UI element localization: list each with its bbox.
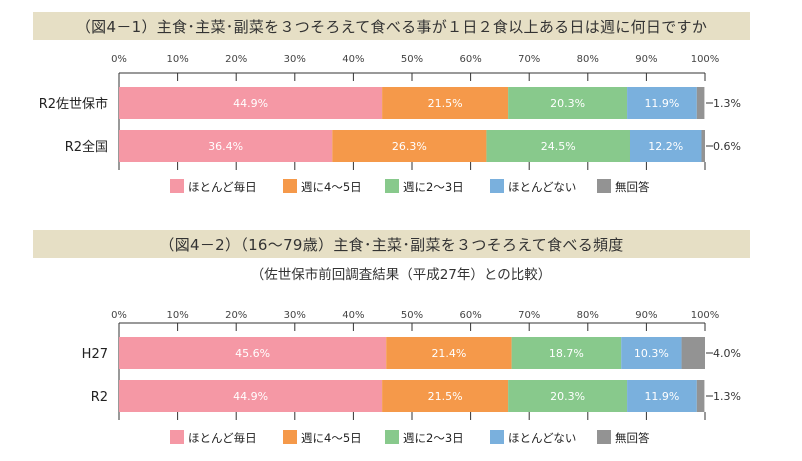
data-label: 45.6%: [235, 347, 270, 360]
bar-segment-3: [627, 380, 697, 412]
bar-segment-1: [382, 380, 509, 412]
bar-segment-4: [696, 87, 705, 119]
x-tick-label: 70%: [518, 54, 540, 65]
bar-segment-1: [386, 337, 512, 369]
bar-segment-4: [681, 337, 705, 369]
data-label: 20.3%: [550, 390, 585, 403]
data-label: 21.5%: [428, 97, 463, 110]
chart1-title-band: （図4－1）主食･主菜･副菜を３つそろえて食べる事が１日２食以上ある日は週に何日…: [33, 12, 750, 40]
x-tick-label: 10%: [166, 54, 188, 65]
bar-segment-4: [696, 380, 705, 412]
legend-label: ほとんど毎日: [188, 431, 257, 445]
chart2-title-band: （図4－2）（16～79歳）主食･主菜･副菜を３つそろえて食べる頻度: [33, 230, 750, 258]
chart1-title: （図4－1）主食･主菜･副菜を３つそろえて食べる事が１日２食以上ある日は週に何日…: [75, 18, 708, 36]
data-label: 1.3%: [713, 97, 741, 110]
legend-label: 無回答: [615, 180, 650, 194]
legend-swatch: [490, 179, 504, 193]
bar-segment-2: [511, 337, 622, 369]
x-tick-label: 100%: [691, 54, 720, 65]
x-tick-label: 50%: [401, 54, 423, 65]
x-tick-label: 80%: [577, 310, 599, 321]
legend-label: 週に4～5日: [301, 180, 362, 194]
legend-swatch: [170, 179, 184, 193]
x-tick-label: 20%: [225, 310, 247, 321]
x-tick-label: 100%: [691, 310, 720, 321]
data-label: 4.0%: [713, 347, 741, 360]
data-label: 11.9%: [644, 97, 679, 110]
x-tick-label: 90%: [635, 54, 657, 65]
x-tick-label: 30%: [284, 310, 306, 321]
data-label: 10.3%: [634, 347, 669, 360]
data-label: 20.3%: [550, 97, 585, 110]
x-tick-label: 10%: [166, 310, 188, 321]
bar-segment-4: [701, 130, 705, 162]
data-label: 24.5%: [541, 140, 576, 153]
data-label: 44.9%: [233, 390, 268, 403]
category-label: H27: [82, 347, 108, 362]
bar-segment-2: [508, 87, 628, 119]
x-tick-label: 30%: [284, 54, 306, 65]
data-label: 21.5%: [428, 390, 463, 403]
bar-segment-1: [332, 130, 487, 162]
category-label: R2全国: [65, 139, 108, 155]
bar-segment-3: [629, 130, 702, 162]
x-tick-label: 70%: [518, 310, 540, 321]
bar-segment-0: [119, 337, 387, 369]
legend-swatch: [490, 430, 504, 444]
legend-swatch: [283, 179, 297, 193]
legend-label: 週に2～3日: [403, 180, 464, 194]
legend-swatch: [385, 430, 399, 444]
legend-swatch: [170, 430, 184, 444]
x-tick-label: 40%: [342, 54, 364, 65]
data-label: 18.7%: [549, 347, 584, 360]
chart2-title: （図4－2）（16～79歳）主食･主菜･副菜を３つそろえて食べる頻度: [159, 236, 624, 254]
chart1: 0% 10% 20% 30% 40% 50% 60% 70% 80% 90% 100% R2佐世保市 4…: [39, 54, 741, 194]
legend-label: ほとんどない: [508, 431, 576, 445]
data-label: 21.4%: [431, 347, 466, 360]
data-label: 36.4%: [208, 140, 243, 153]
chart2-subtitle: （佐世保市前回調査結果（平成27年）との比較）: [250, 267, 552, 283]
x-tick-label: 60%: [459, 310, 481, 321]
legend-swatch: [283, 430, 297, 444]
x-tick-label: 90%: [635, 310, 657, 321]
x-tick-label: 60%: [459, 54, 481, 65]
x-tick-label: 50%: [401, 310, 423, 321]
bar-segment-0: [119, 130, 333, 162]
x-tick-label: 0%: [111, 310, 127, 321]
data-label: 44.9%: [233, 97, 268, 110]
data-label: 12.2%: [648, 140, 683, 153]
category-label: R2: [91, 390, 108, 405]
x-tick-label: 40%: [342, 310, 364, 321]
bar-segment-2: [486, 130, 630, 162]
bar-segment-0: [119, 87, 383, 119]
legend-label: 週に4～5日: [301, 431, 362, 445]
legend-label: ほとんどない: [508, 180, 576, 194]
data-label: 26.3%: [392, 140, 427, 153]
data-label: 1.3%: [713, 390, 741, 403]
x-tick-label: 0%: [111, 54, 127, 65]
x-tick-label: 20%: [225, 54, 247, 65]
legend-label: 週に2～3日: [403, 431, 464, 445]
legend-swatch: [597, 430, 611, 444]
bar-segment-3: [627, 87, 697, 119]
bar-segment-3: [621, 337, 682, 369]
legend-swatch: [597, 179, 611, 193]
legend-swatch: [385, 179, 399, 193]
legend-label: ほとんど毎日: [188, 180, 257, 194]
data-label: 0.6%: [713, 140, 741, 153]
bar-segment-2: [508, 380, 628, 412]
bar-segment-0: [119, 380, 383, 412]
data-label: 11.9%: [644, 390, 679, 403]
category-label: R2佐世保市: [39, 96, 108, 112]
x-tick-label: 80%: [577, 54, 599, 65]
legend-label: 無回答: [615, 431, 650, 445]
bar-segment-1: [382, 87, 509, 119]
